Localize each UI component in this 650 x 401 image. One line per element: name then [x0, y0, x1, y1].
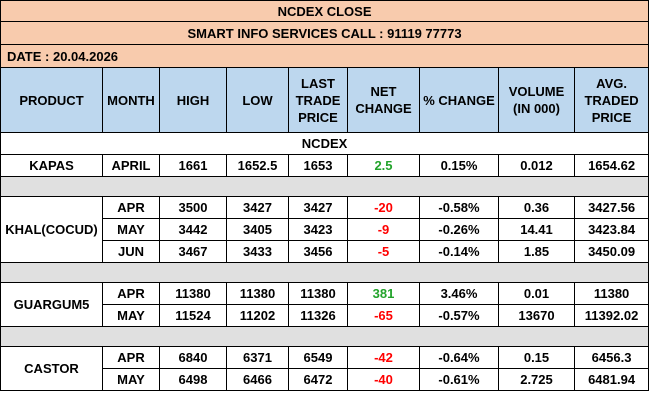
cell-net-change: -20 — [347, 196, 420, 219]
cell-avg-traded-price: 3427.56 — [573, 196, 650, 219]
spacer-row — [0, 176, 650, 197]
header-high: HIGH — [159, 67, 227, 133]
spacer-cell — [0, 262, 650, 283]
cell-low: 6466 — [226, 368, 289, 391]
header-month: MONTH — [102, 67, 160, 133]
cell-avg-traded-price: 3423.84 — [573, 218, 650, 241]
cell-pct-change: 3.46% — [419, 282, 499, 305]
header-avg-traded-price: AVG. TRADED PRICE — [573, 67, 650, 133]
cell-volume: 1.85 — [498, 240, 575, 263]
cell-high: 3500 — [159, 196, 227, 219]
cell-volume: 0.15 — [498, 346, 575, 369]
cell-volume: 2.725 — [498, 368, 575, 391]
cell-low: 1652.5 — [226, 154, 289, 177]
report-title: NCDEX CLOSE — [0, 0, 650, 22]
cell-last-trade-price: 3456 — [288, 240, 348, 263]
cell-pct-change: -0.58% — [419, 196, 499, 219]
product-name: KAPAS — [0, 154, 103, 177]
cell-high: 11524 — [159, 304, 227, 327]
cell-volume: 14.41 — [498, 218, 575, 241]
table-row: MAY 11524 11202 11326 -65 -0.57% 13670 11392.02 — [1, 304, 650, 327]
cell-net-change: -40 — [347, 368, 420, 391]
cell-avg-traded-price: 6481.94 — [573, 368, 650, 391]
cell-net-change: -65 — [347, 304, 420, 327]
cell-net-change: 381 — [347, 282, 420, 305]
cell-net-change: 2.5 — [347, 154, 420, 177]
cell-volume: 0.01 — [498, 282, 575, 305]
cell-last-trade-price: 1653 — [288, 154, 348, 177]
cell-pct-change: -0.57% — [419, 304, 499, 327]
spacer-cell — [0, 326, 650, 347]
cell-avg-traded-price: 11380 — [573, 282, 650, 305]
cell-pct-change: 0.15% — [419, 154, 499, 177]
table-row: KAPAS APRIL 1661 1652.5 1653 2.5 0.15% 0.012 165… — [0, 154, 650, 177]
table-row: JUN 3467 3433 3456 -5 -0.14% 1.85 3450.09 — [1, 240, 650, 263]
report-date: DATE : 20.04.2026 — [0, 44, 650, 68]
cell-low: 3427 — [226, 196, 289, 219]
cell-month: APR — [102, 282, 160, 305]
cell-last-trade-price: 11326 — [288, 304, 348, 327]
cell-volume: 0.012 — [498, 154, 575, 177]
cell-net-change: -5 — [347, 240, 420, 263]
header-net-change: NET CHANGE — [347, 67, 420, 133]
cell-avg-traded-price: 1654.62 — [573, 154, 650, 177]
spacer-cell — [0, 176, 650, 197]
cell-net-change: -42 — [347, 346, 420, 369]
cell-pct-change: -0.64% — [419, 346, 499, 369]
cell-high: 6498 — [159, 368, 227, 391]
cell-high: 6840 — [159, 346, 227, 369]
header-row: PRODUCT MONTH HIGH LOW LAST TRADE PRICE … — [0, 67, 650, 133]
cell-last-trade-price: 6549 — [288, 346, 348, 369]
header-low: LOW — [226, 67, 289, 133]
cell-month: APRIL — [102, 154, 160, 177]
header-volume: VOLUME (IN 000) — [498, 67, 575, 133]
header-pct-change: % CHANGE — [419, 67, 499, 133]
cell-month: MAY — [102, 218, 160, 241]
cell-volume: 0.36 — [498, 196, 575, 219]
product-name: CASTOR — [0, 346, 103, 391]
cell-last-trade-price: 6472 — [288, 368, 348, 391]
cell-pct-change: -0.14% — [419, 240, 499, 263]
ncdex-close-table: NCDEX CLOSE SMART INFO SERVICES CALL : 9… — [0, 0, 650, 391]
spacer-row — [0, 326, 650, 347]
cell-month: MAY — [102, 304, 160, 327]
table-row: CASTOR APR 6840 6371 6549 -42 -0.64% 0.15 6456.3 — [0, 346, 650, 391]
spacer-row — [0, 262, 650, 283]
cell-low: 3433 — [226, 240, 289, 263]
cell-month: JUN — [102, 240, 160, 263]
cell-low: 11380 — [226, 282, 289, 305]
header-last-trade-price: LAST TRADE PRICE — [288, 67, 348, 133]
table-row: KHAL(COCUD) APR 3500 3427 3427 -20 -0.58% 0.36 3… — [0, 196, 650, 263]
cell-low: 3405 — [226, 218, 289, 241]
cell-month: APR — [102, 346, 160, 369]
cell-month: MAY — [102, 368, 160, 391]
table-row: MAY 6498 6466 6472 -40 -0.61% 2.725 6481.94 — [1, 368, 650, 391]
cell-high: 1661 — [159, 154, 227, 177]
cell-month: APR — [102, 196, 160, 219]
cell-pct-change: -0.61% — [419, 368, 499, 391]
cell-volume: 13670 — [498, 304, 575, 327]
cell-avg-traded-price: 6456.3 — [573, 346, 650, 369]
cell-high: 11380 — [159, 282, 227, 305]
product-name: GUARGUM5 — [0, 282, 103, 327]
header-product: PRODUCT — [0, 67, 103, 133]
cell-low: 11202 — [226, 304, 289, 327]
table-row: GUARGUM5 APR 11380 11380 11380 381 3.46% 0.01 11… — [0, 282, 650, 327]
cell-low: 6371 — [226, 346, 289, 369]
cell-high: 3467 — [159, 240, 227, 263]
report-subtitle: SMART INFO SERVICES CALL : 91119 77773 — [0, 21, 650, 45]
cell-last-trade-price: 3427 — [288, 196, 348, 219]
cell-high: 3442 — [159, 218, 227, 241]
cell-avg-traded-price: 11392.02 — [573, 304, 650, 327]
cell-pct-change: -0.26% — [419, 218, 499, 241]
section-label: NCDEX — [0, 132, 650, 155]
product-name: KHAL(COCUD) — [0, 196, 103, 263]
cell-avg-traded-price: 3450.09 — [573, 240, 650, 263]
cell-last-trade-price: 11380 — [288, 282, 348, 305]
cell-net-change: -9 — [347, 218, 420, 241]
cell-last-trade-price: 3423 — [288, 218, 348, 241]
